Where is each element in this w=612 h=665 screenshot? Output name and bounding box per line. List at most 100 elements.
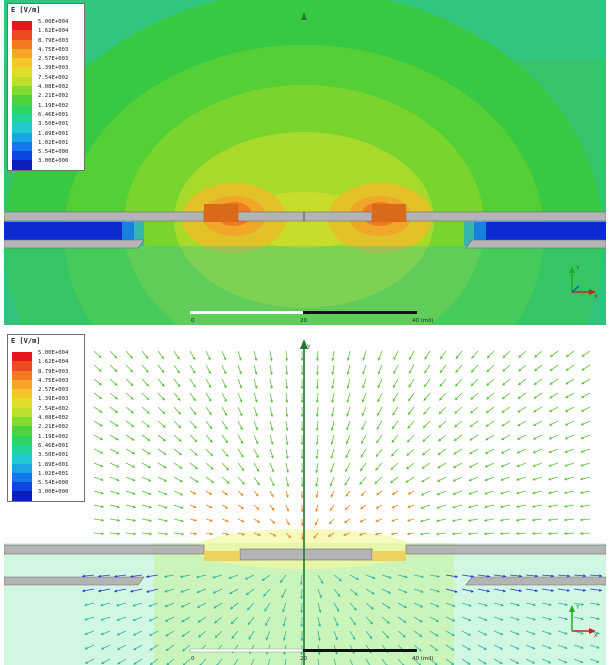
field-vector-head	[247, 621, 251, 625]
field-vector-head	[192, 384, 196, 388]
field-vector-head	[315, 400, 319, 403]
field-vector-head	[148, 604, 152, 607]
field-vector-head	[147, 438, 151, 441]
field-vector-head	[132, 478, 136, 482]
legend-value-label: 3.50E+001	[38, 121, 69, 128]
field-vector-head	[270, 441, 274, 445]
field-vector-head	[163, 451, 167, 455]
ground-plane-left	[4, 211, 205, 222]
field-vector-head	[580, 531, 583, 536]
field-vector-head	[285, 372, 289, 375]
field-vector-head	[101, 518, 104, 522]
field-vector-head	[318, 623, 322, 627]
field-vector-head	[265, 622, 268, 626]
field-vector-head	[116, 618, 120, 622]
coordinate-axes-bottom: Y x	[569, 604, 598, 639]
field-vector-head	[241, 532, 245, 536]
field-vector-head	[100, 505, 104, 509]
field-vector-head	[131, 424, 135, 427]
field-vector-head	[146, 424, 150, 428]
field-vector-head	[393, 357, 397, 361]
field-vector-head	[130, 383, 134, 386]
field-vector-head	[437, 465, 441, 469]
field-vector-head	[99, 423, 103, 427]
field-vector-head	[581, 381, 585, 385]
field-vector-head	[516, 477, 520, 481]
field-vector-head	[223, 371, 227, 375]
field-vector-head	[100, 478, 104, 481]
field-vector-head	[209, 426, 213, 429]
field-vector-head	[115, 437, 119, 441]
field-vector-head	[564, 491, 568, 495]
field-vector-head	[532, 617, 536, 621]
scale-label-40-bottom: 40 (mil)	[412, 656, 433, 662]
field-vector-head	[564, 646, 568, 650]
field-vector-head	[270, 399, 274, 403]
field-vector-head	[532, 477, 536, 481]
field-vector-head	[550, 354, 554, 358]
field-vector	[284, 658, 287, 665]
field-vector-head	[375, 467, 379, 471]
field-vector-head	[564, 436, 568, 440]
field-vector-head	[182, 662, 186, 665]
field-vector-head	[422, 452, 426, 456]
field-vector-head	[548, 504, 551, 508]
field-vector-head	[420, 519, 424, 523]
field-vector-head	[116, 603, 120, 607]
legend-swatch	[12, 444, 32, 455]
field-vector-head	[256, 520, 260, 523]
field-vector-head	[499, 646, 503, 650]
field-vector-head	[254, 413, 258, 417]
field-vector-head	[210, 453, 213, 457]
field-vector-head	[467, 632, 471, 636]
field-vector-head	[375, 532, 379, 536]
field-vector-head	[583, 588, 586, 592]
legend-value-label: 1.02E+001	[38, 139, 69, 146]
field-vector-head	[581, 408, 585, 412]
field-vector-head	[192, 356, 196, 360]
field-vector-head	[390, 480, 394, 484]
legend-swatch	[12, 389, 32, 399]
field-vector-head	[564, 504, 567, 508]
field-vector-head	[345, 493, 349, 497]
gap-left	[204, 204, 238, 222]
field-vector-head	[486, 410, 490, 414]
field-vector-head	[130, 589, 134, 593]
field-vector-head	[213, 605, 217, 609]
field-vector-head	[519, 574, 522, 578]
field-vector-head	[239, 399, 243, 403]
field-vector-head	[117, 532, 120, 536]
field-vector-head	[532, 632, 536, 635]
center-conductor	[237, 211, 373, 222]
field-vector-head	[133, 518, 136, 522]
field-vector-head	[485, 451, 489, 454]
field-vector-arrows: Y Y x 0 20 40 (mil)	[4, 339, 606, 665]
field-vector-head	[437, 479, 441, 482]
field-vector-head	[362, 385, 365, 389]
field-vector-head	[423, 411, 427, 415]
legend-swatch	[12, 370, 32, 380]
field-vector-head	[452, 478, 456, 482]
field-vector-head	[225, 453, 229, 457]
field-vector-head	[255, 427, 259, 431]
field-vector-head	[300, 456, 304, 459]
field-vector-head	[580, 518, 583, 522]
legend-top: E [V/m] 5.00E+004 1.62E+004 8.79E+003 4.75E…	[7, 3, 85, 171]
field-vector-head	[453, 465, 457, 468]
legend-value-label: 6.46E+001	[38, 442, 69, 449]
field-vector-head	[163, 478, 167, 482]
field-vector-head	[130, 396, 134, 400]
field-vector-head	[240, 506, 244, 510]
field-vector-head	[423, 425, 426, 429]
field-vector-head	[440, 356, 443, 360]
field-vector-head	[269, 372, 273, 375]
legend-value-label: 1.19E+002	[38, 102, 69, 109]
field-vector-head	[515, 661, 519, 664]
field-vector-head	[360, 492, 364, 496]
field-vector-head	[99, 437, 103, 440]
field-vector-head	[517, 437, 521, 440]
field-vector-head	[516, 603, 520, 607]
field-vector-head	[564, 450, 568, 454]
field-vector-head	[453, 451, 457, 455]
legend-swatch	[12, 67, 32, 77]
